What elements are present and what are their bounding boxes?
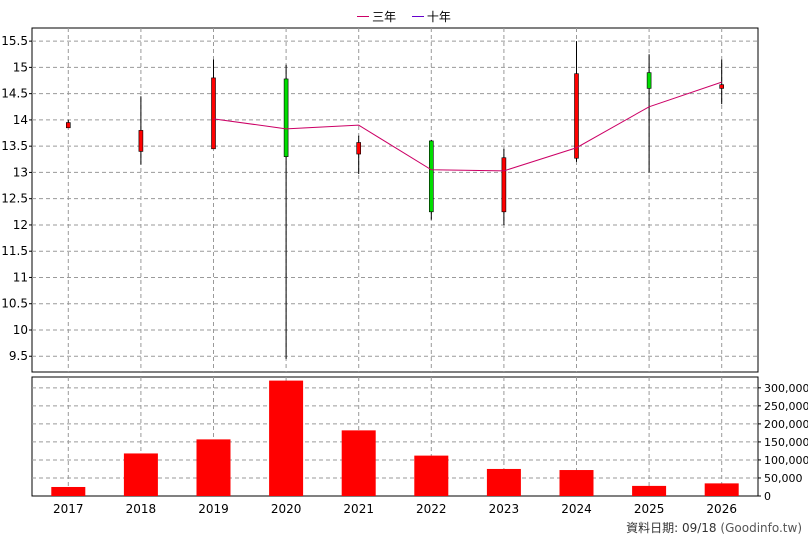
price-y-tick-label: 12 [13,218,28,232]
price-y-tick-label: 11 [13,270,28,284]
price-y-tick-label: 9.5 [9,349,28,363]
volume-y-tick-label: 0 [764,490,771,503]
x-tick-label: 2026 [706,502,737,516]
x-tick-label: 2024 [561,502,592,516]
volume-bar [486,468,521,496]
candle-body [283,78,289,157]
candle-body [574,73,579,159]
price-y-tick-label: 12.5 [1,192,28,206]
legend-label-10y: 十年 [426,10,451,24]
x-tick-label: 2018 [126,502,157,516]
volume-y-tick-label: 300,000 [764,382,808,395]
volume-bar [559,470,594,496]
volume-bar [341,430,376,496]
volume-bar [414,455,449,496]
x-tick-label: 2019 [198,502,229,516]
credit-source: (Goodinfo.tw) [720,521,802,535]
legend-label-3y: 三年 [372,10,397,24]
volume-bar [269,380,304,496]
volume-y-tick-label: 250,000 [764,400,808,413]
series-line-3y [213,81,722,172]
price-y-tick-label: 11.5 [1,244,28,258]
price-y-tick-label: 13.5 [1,139,28,153]
x-tick-label: 2025 [634,502,665,516]
candle-body [646,72,652,89]
legend-swatch-3y [357,16,370,17]
legend-swatch-10y [411,16,424,17]
candle-body [138,130,144,152]
legend-item-10y: 十年 [411,8,451,25]
price-y-tick-label: 14 [13,113,28,127]
volume-bar [51,486,86,496]
volume-y-tick-label: 150,000 [764,436,808,449]
candle-body [428,140,434,213]
volume-y-tick-label: 100,000 [764,454,808,467]
chart-legend: 三年 十年 [0,6,808,25]
price-y-tick-label: 10.5 [1,297,28,311]
data-date-credit: 資料日期: 09/18 (Goodinfo.tw) [626,519,802,536]
candle-body [501,157,507,213]
price-y-tick-label: 15.5 [1,34,28,48]
legend-item-3y: 三年 [357,8,396,25]
price-y-tick-label: 14.5 [1,87,28,101]
x-tick-label: 2021 [343,502,374,516]
volume-bar [196,439,231,496]
candle-body [66,122,71,129]
price-y-tick-label: 10 [13,323,28,337]
x-tick-label: 2023 [489,502,520,516]
x-tick-label: 2017 [53,502,84,516]
volume-y-tick-label: 50,000 [764,472,803,485]
data-date-label: 資料日期: 09/18 [626,521,717,535]
candle-body [719,84,725,89]
volume-bar [704,483,739,496]
candle-body [356,142,362,155]
price-pane-frame [31,27,759,373]
price-y-tick-label: 15 [13,60,28,74]
price-y-tick-label: 13 [13,165,28,179]
volume-y-tick-label: 200,000 [764,418,808,431]
x-tick-label: 2022 [416,502,447,516]
candle-body [211,77,216,150]
x-tick-label: 2020 [271,502,302,516]
volume-bar [123,453,158,496]
volume-bar [632,485,667,496]
